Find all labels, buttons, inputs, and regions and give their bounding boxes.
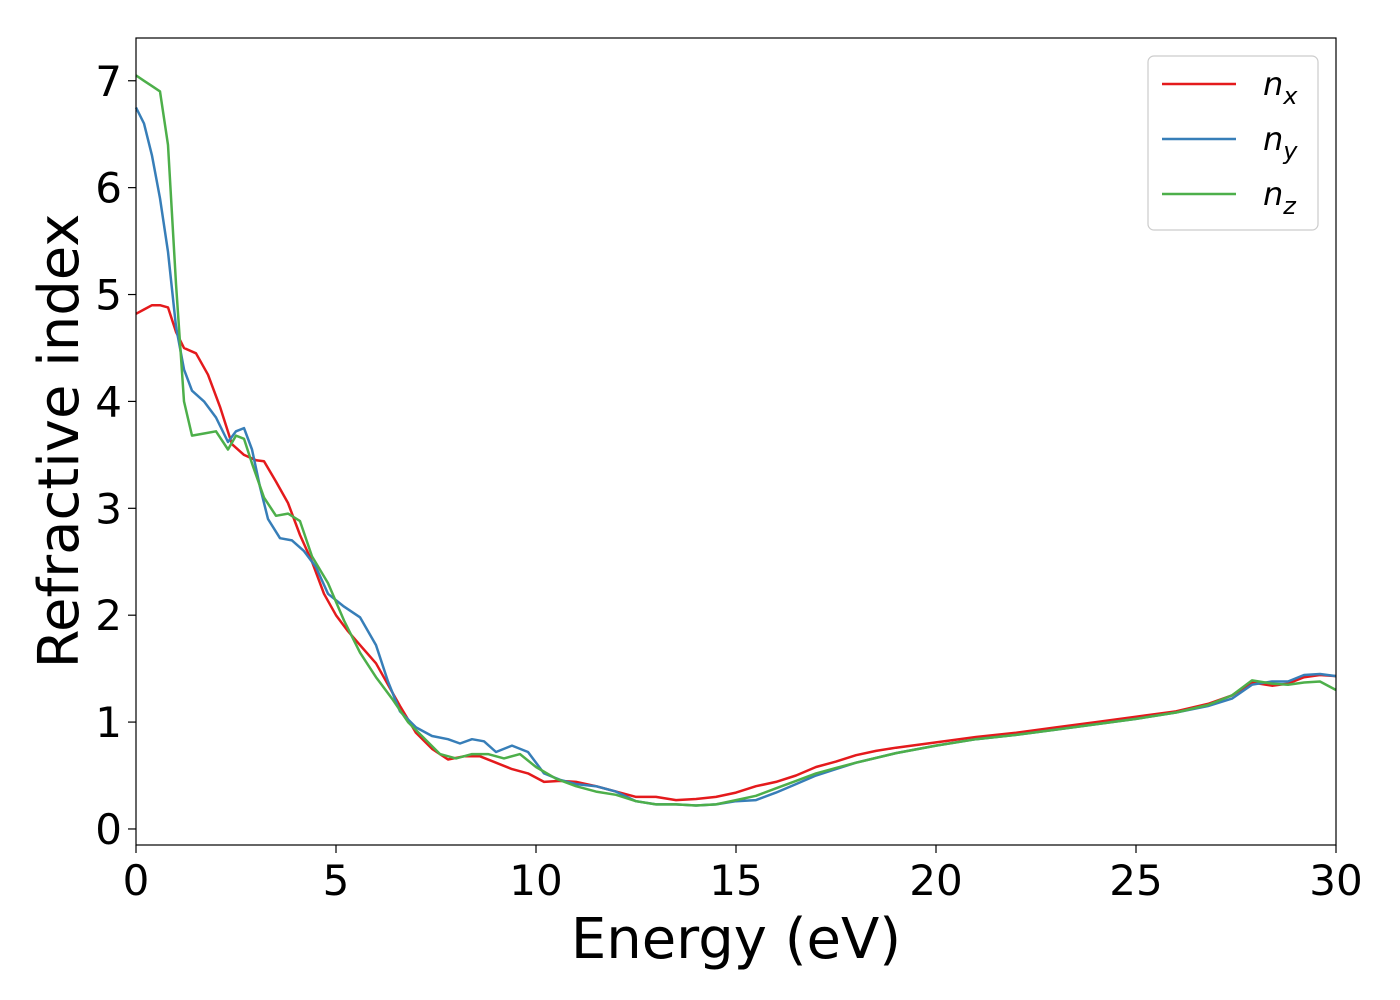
legend-box [1147,55,1319,231]
x-tick-label: 20 [909,856,962,905]
y-tick-label: 6 [95,164,122,213]
y-tick-label: 4 [95,377,122,426]
y-tick-label: 0 [95,805,122,854]
series-line-nz [135,74,1337,807]
y-tick-label: 2 [95,591,122,640]
x-tick-label: 15 [709,856,762,905]
y-tick-label: 1 [95,698,122,747]
series-line-nx [135,303,1337,802]
x-tick-label: 30 [1309,856,1362,905]
y-tick-label: 7 [95,57,122,106]
x-tick-label: 5 [323,856,350,905]
x-tick-label: 10 [509,856,562,905]
x-tick-label: 0 [123,856,150,905]
y-tick-label: 3 [95,484,122,533]
x-axis-label: Energy (eV) [571,907,901,972]
series-layer [134,74,1337,807]
x-axis-ticks: 0 5 10 15 20 25 30 [123,845,1363,905]
y-axis-label: Refractive index [27,214,92,669]
y-axis-ticks: 0 1 2 3 4 5 6 7 [95,57,136,854]
y-tick-label: 5 [95,271,122,320]
x-tick-label: 25 [1109,856,1162,905]
